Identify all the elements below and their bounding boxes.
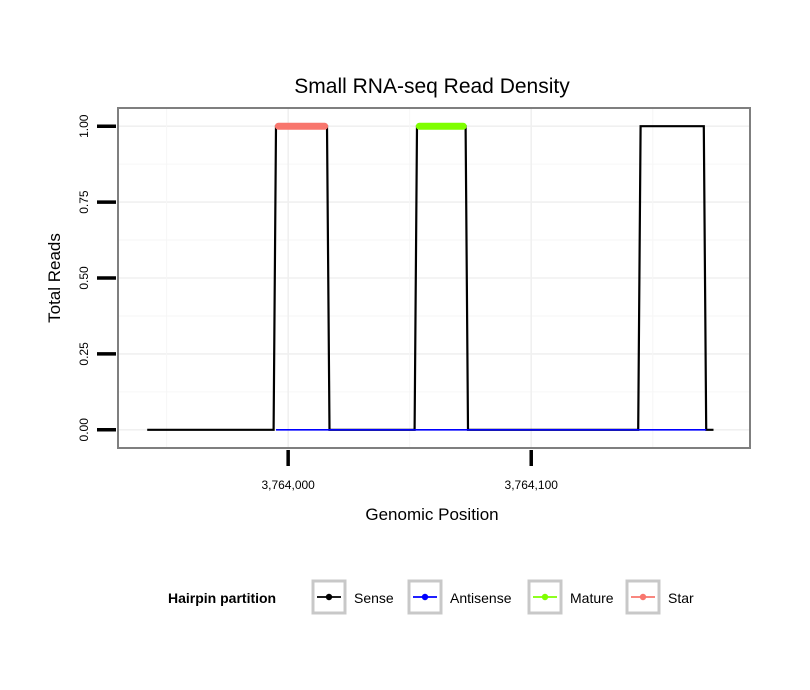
y-tick-label-2: 0.50 (77, 266, 91, 290)
legend-key-dot-antisense (421, 593, 429, 601)
y-tick-label-4: 1.00 (77, 114, 91, 138)
x-tick-label-1: 3,764,100 (505, 478, 559, 492)
grid-lines (118, 108, 750, 448)
legend-key-dot-mature (541, 593, 549, 601)
x-axis-title: Genomic Position (365, 505, 498, 524)
legend-label-star: Star (668, 590, 694, 606)
legend-key-dot-sense (325, 593, 333, 601)
legend: Hairpin partition Sense Antisense Mature St… (168, 579, 694, 615)
legend-key-box-mature (527, 579, 563, 615)
chart-title: Small RNA-seq Read Density (294, 75, 570, 98)
legend-label-sense: Sense (354, 590, 394, 606)
series-layer (147, 122, 714, 431)
y-axis-title: Total Reads (45, 233, 64, 323)
y-tick-label-1: 0.25 (77, 342, 91, 366)
legend-label-antisense: Antisense (450, 590, 512, 606)
legend-key-dot-star (639, 593, 647, 601)
y-tick-label-0: 0.00 (77, 418, 91, 442)
x-axis: 3,764,000 3,764,100 (261, 450, 558, 492)
legend-title: Hairpin partition (168, 590, 276, 606)
y-tick-label-3: 0.75 (77, 190, 91, 214)
x-tick-label-0: 3,764,000 (261, 478, 315, 492)
legend-label-mature: Mature (570, 590, 614, 606)
y-axis: 0.00 0.25 0.50 0.75 1.00 (77, 114, 116, 441)
plot-panel-border (117, 107, 751, 449)
